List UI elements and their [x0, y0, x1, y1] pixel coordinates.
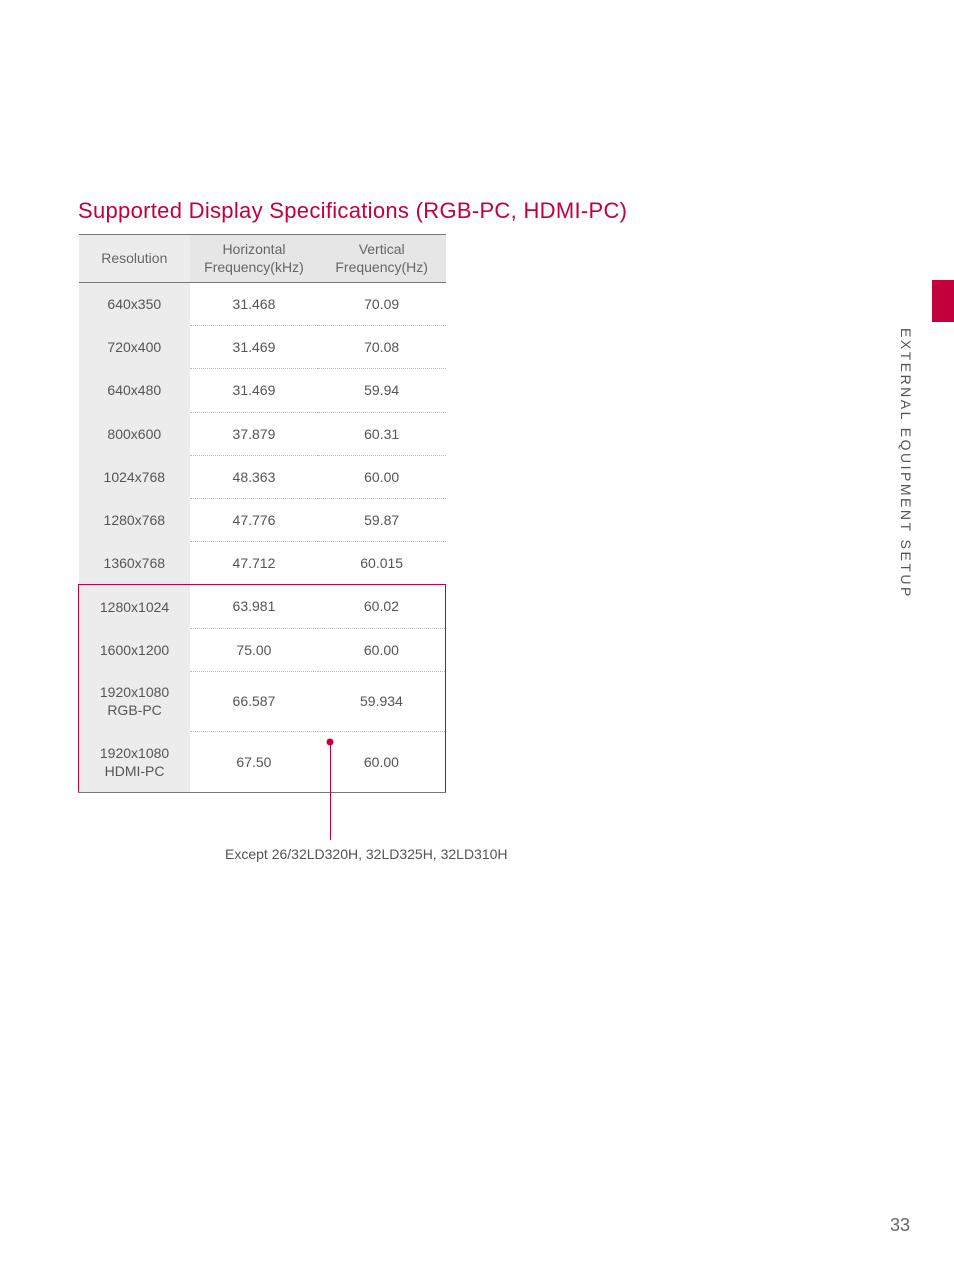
col-header-horizontal: Horizontal Frequency(kHz) — [190, 235, 318, 283]
cell-horizontal-freq: 47.776 — [190, 498, 318, 541]
cell-horizontal-freq: 31.469 — [190, 369, 318, 412]
cell-horizontal-freq: 31.468 — [190, 283, 318, 326]
cell-vertical-freq: 60.02 — [318, 585, 446, 628]
side-tab — [932, 280, 954, 322]
cell-vertical-freq: 60.015 — [318, 542, 446, 585]
cell-horizontal-freq: 66.587 — [190, 671, 318, 731]
cell-vertical-freq: 60.31 — [318, 412, 446, 455]
section-label: EXTERNAL EQUIPMENT SETUP — [898, 328, 914, 599]
table-row: 1920x1080 RGB-PC66.58759.934 — [79, 671, 446, 731]
cell-resolution: 1920x1080 HDMI-PC — [79, 732, 191, 793]
cell-horizontal-freq: 31.469 — [190, 326, 318, 369]
cell-vertical-freq: 70.08 — [318, 326, 446, 369]
page-title: Supported Display Specifications (RGB-PC… — [78, 198, 627, 224]
table-header-row: Resolution Horizontal Frequency(kHz) Ver… — [79, 235, 446, 283]
table-row: 800x60037.87960.31 — [79, 412, 446, 455]
table-row: 720x40031.46970.08 — [79, 326, 446, 369]
cell-horizontal-freq: 67.50 — [190, 732, 318, 793]
callout-line — [330, 742, 331, 840]
cell-resolution: 1024x768 — [79, 455, 191, 498]
cell-resolution: 640x350 — [79, 283, 191, 326]
cell-resolution: 1920x1080 RGB-PC — [79, 671, 191, 731]
cell-resolution: 640x480 — [79, 369, 191, 412]
cell-resolution: 1360x768 — [79, 542, 191, 585]
cell-resolution: 1600x1200 — [79, 628, 191, 671]
cell-vertical-freq: 59.87 — [318, 498, 446, 541]
table-row: 1280x76847.77659.87 — [79, 498, 446, 541]
cell-horizontal-freq: 75.00 — [190, 628, 318, 671]
cell-vertical-freq: 60.00 — [318, 732, 446, 793]
cell-resolution: 720x400 — [79, 326, 191, 369]
table-row: 640x35031.46870.09 — [79, 283, 446, 326]
cell-horizontal-freq: 47.712 — [190, 542, 318, 585]
cell-resolution: 800x600 — [79, 412, 191, 455]
cell-vertical-freq: 60.00 — [318, 628, 446, 671]
cell-vertical-freq: 70.09 — [318, 283, 446, 326]
callout-text: Except 26/32LD320H, 32LD325H, 32LD310H — [225, 846, 508, 862]
cell-horizontal-freq: 63.981 — [190, 585, 318, 628]
col-header-vertical: Vertical Frequency(Hz) — [318, 235, 446, 283]
table-row: 1920x1080 HDMI-PC67.5060.00 — [79, 732, 446, 793]
spec-table: Resolution Horizontal Frequency(kHz) Ver… — [78, 234, 446, 793]
cell-resolution: 1280x768 — [79, 498, 191, 541]
cell-horizontal-freq: 48.363 — [190, 455, 318, 498]
table-row: 640x48031.46959.94 — [79, 369, 446, 412]
cell-resolution: 1280x1024 — [79, 585, 191, 628]
cell-horizontal-freq: 37.879 — [190, 412, 318, 455]
table-row: 1024x76848.36360.00 — [79, 455, 446, 498]
cell-vertical-freq: 59.94 — [318, 369, 446, 412]
col-header-resolution: Resolution — [79, 235, 191, 283]
table-row: 1360x76847.71260.015 — [79, 542, 446, 585]
page-number: 33 — [890, 1215, 910, 1236]
table-row: 1280x102463.98160.02 — [79, 585, 446, 628]
cell-vertical-freq: 60.00 — [318, 455, 446, 498]
table-body: 640x35031.46870.09720x40031.46970.08640x… — [79, 283, 446, 793]
cell-vertical-freq: 59.934 — [318, 671, 446, 731]
table-row: 1600x120075.0060.00 — [79, 628, 446, 671]
